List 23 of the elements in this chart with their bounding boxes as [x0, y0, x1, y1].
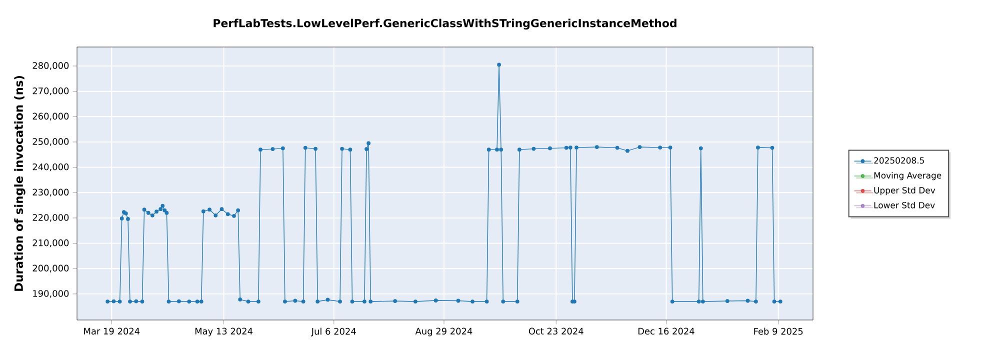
- chart-title: PerfLabTests.LowLevelPerf.GenericClassWithSTringGenericInstanceMethod: [214, 18, 676, 30]
- y-tick-label: 190,000: [33, 290, 69, 298]
- x-tick-label: Dec 16 2024: [638, 328, 694, 335]
- legend-label: 20250208.5: [874, 157, 924, 164]
- y-tick-label: 210,000: [32, 239, 69, 248]
- legend-label: Lower Std Dev: [874, 202, 935, 208]
- x-tick-label: Jul 6 2024: [310, 328, 356, 336]
- y-tick-label: 200,000: [32, 264, 69, 272]
- y-tick-label: 280,000: [32, 62, 69, 70]
- y-tick-label: 250,000: [32, 138, 69, 146]
- x-tick-label: Feb 9 2025: [754, 328, 803, 335]
- y-axis-title: Duration of single invocation (ns): [14, 76, 26, 291]
- x-tick-label: Aug 29 2024: [415, 328, 472, 336]
- y-tick-label: 270,000: [32, 87, 69, 96]
- y-tick-label: 260,000: [32, 112, 69, 120]
- y-tick-label: 240,000: [32, 163, 69, 172]
- x-tick-label: Mar 19 2024: [84, 328, 140, 335]
- y-tick-label: 220,000: [32, 214, 69, 222]
- x-tick-label: May 13 2024: [195, 328, 253, 336]
- legend-label: Moving Average: [874, 172, 942, 180]
- y-tick-label: 230,000: [32, 188, 69, 196]
- legend-label: Upper Std Dev: [874, 186, 936, 196]
- x-tick-label: Oct 23 2024: [528, 328, 584, 335]
